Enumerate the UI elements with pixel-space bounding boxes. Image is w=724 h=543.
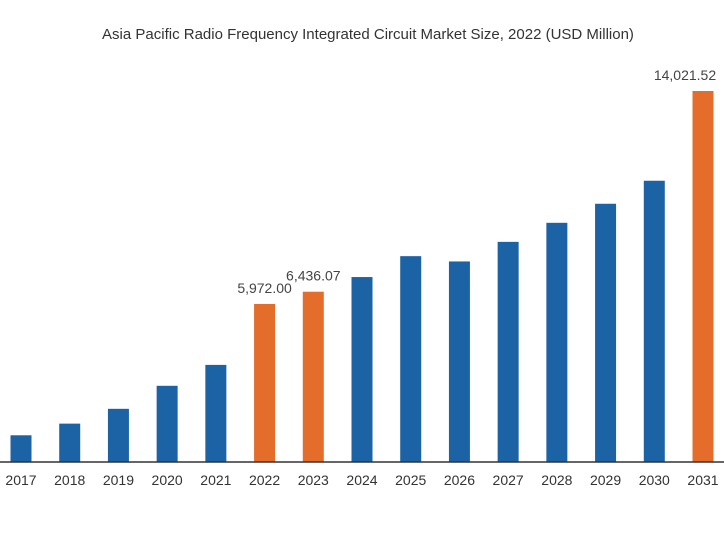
x-tick-label-2030: 2030 bbox=[639, 472, 670, 488]
data-label-2031: 14,021.52 bbox=[654, 67, 716, 83]
x-tick-label-2031: 2031 bbox=[687, 472, 718, 488]
bar-2017 bbox=[10, 435, 32, 462]
x-tick-label-2029: 2029 bbox=[590, 472, 621, 488]
bar-2019 bbox=[107, 408, 129, 462]
x-tick-label-2020: 2020 bbox=[152, 472, 183, 488]
bar-2021 bbox=[205, 364, 227, 462]
data-labels: 5,972.006,436.07 14,021.52 bbox=[237, 67, 716, 296]
chart-title: Asia Pacific Radio Frequency Integrated … bbox=[102, 26, 634, 43]
bars-group bbox=[10, 91, 714, 463]
bar-2023 bbox=[302, 291, 324, 462]
bar-2026 bbox=[448, 261, 470, 462]
x-tick-label-2026: 2026 bbox=[444, 472, 475, 488]
bar-2020 bbox=[156, 385, 178, 462]
x-tick-label-2027: 2027 bbox=[493, 472, 524, 488]
x-tick-labels: 2017 2018 2019 2020 2021 2022 2023 2024 2025 2026… bbox=[5, 472, 718, 488]
bar-2028 bbox=[546, 222, 568, 462]
bar-2022 bbox=[254, 303, 276, 462]
bar-2029 bbox=[595, 203, 617, 462]
x-tick-label-2021: 2021 bbox=[200, 472, 231, 488]
x-tick-label-2019: 2019 bbox=[103, 472, 134, 488]
data-label-2022: 5,972.00 bbox=[237, 280, 292, 296]
x-tick-label-2022: 2022 bbox=[249, 472, 280, 488]
data-label-2023: 6,436.07 bbox=[286, 268, 341, 284]
bar-2027 bbox=[497, 241, 519, 462]
x-tick-label-2023: 2023 bbox=[298, 472, 329, 488]
x-tick-label-2018: 2018 bbox=[54, 472, 85, 488]
bar-2030 bbox=[643, 180, 665, 463]
x-tick-label-2017: 2017 bbox=[5, 472, 36, 488]
bar-2025 bbox=[400, 256, 422, 462]
x-tick-label-2024: 2024 bbox=[346, 472, 377, 488]
x-tick-label-2028: 2028 bbox=[541, 472, 572, 488]
bar-2018 bbox=[59, 423, 81, 462]
bar-2031 bbox=[692, 91, 714, 462]
x-tick-label-2025: 2025 bbox=[395, 472, 426, 488]
bar-2024 bbox=[351, 277, 373, 462]
